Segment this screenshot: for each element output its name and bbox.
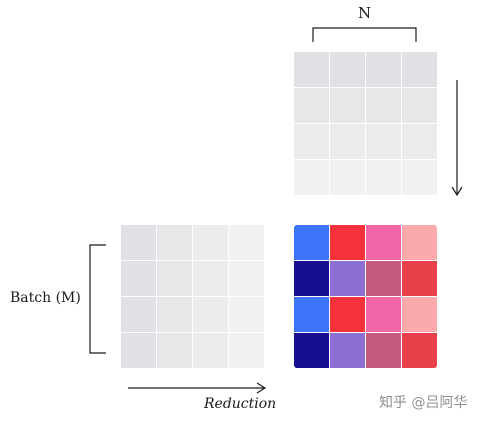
- top-matrix-cell-1-2: [366, 88, 401, 123]
- right-arrow-icon: [128, 382, 267, 394]
- result-matrix-cell-2-1: [330, 297, 365, 332]
- top-matrix-cell-2-1: [330, 124, 365, 159]
- top-matrix-cell-1-1: [330, 88, 365, 123]
- top-matrix-cell-3-2: [366, 160, 401, 195]
- result-matrix-cell-3-2: [366, 333, 401, 368]
- watermark-text: 知乎 @吕阿华: [379, 395, 468, 411]
- result-matrix-cell-1-3: [402, 261, 437, 296]
- result-matrix-cell-2-0: [294, 297, 329, 332]
- left-matrix-cell-2-0: [121, 297, 156, 332]
- left-matrix-cell-2-1: [157, 297, 192, 332]
- left-matrix-cell-1-0: [121, 261, 156, 296]
- result-matrix-cell-3-3: [402, 333, 437, 368]
- result-matrix: [294, 225, 437, 368]
- top-matrix-cell-2-0: [294, 124, 329, 159]
- result-matrix-cell-3-0: [294, 333, 329, 368]
- top-matrix-cell-0-1: [330, 52, 365, 87]
- top-matrix-cell-2-3: [402, 124, 437, 159]
- left-matrix-batch: [121, 225, 264, 368]
- reduction-label: Reduction: [204, 396, 277, 412]
- top-matrix-cell-0-0: [294, 52, 329, 87]
- top-matrix-cell-3-1: [330, 160, 365, 195]
- left-matrix-cell-3-0: [121, 333, 156, 368]
- left-matrix-cell-1-2: [193, 261, 228, 296]
- left-matrix-cell-2-2: [193, 297, 228, 332]
- top-matrix-cell-3-0: [294, 160, 329, 195]
- n-label: N: [358, 4, 372, 22]
- result-matrix-cell-0-0: [294, 225, 329, 260]
- top-matrix-cell-2-2: [366, 124, 401, 159]
- result-matrix-cell-2-2: [366, 297, 401, 332]
- top-matrix-cell-0-2: [366, 52, 401, 87]
- top-matrix-n: [294, 52, 437, 195]
- left-matrix-cell-3-3: [229, 333, 264, 368]
- left-matrix-cell-0-3: [229, 225, 264, 260]
- result-matrix-cell-0-2: [366, 225, 401, 260]
- result-matrix-cell-0-3: [402, 225, 437, 260]
- n-bracket: [312, 27, 417, 42]
- top-matrix-cell-0-3: [402, 52, 437, 87]
- left-matrix-cell-1-1: [157, 261, 192, 296]
- result-matrix-cell-1-0: [294, 261, 329, 296]
- left-matrix-cell-2-3: [229, 297, 264, 332]
- left-matrix-cell-3-1: [157, 333, 192, 368]
- down-arrow-icon: [451, 80, 463, 197]
- result-matrix-cell-0-1: [330, 225, 365, 260]
- batch-bracket: [89, 244, 106, 354]
- top-matrix-cell-1-0: [294, 88, 329, 123]
- result-matrix-cell-1-1: [330, 261, 365, 296]
- result-matrix-cell-3-1: [330, 333, 365, 368]
- left-matrix-cell-0-0: [121, 225, 156, 260]
- left-matrix-cell-0-2: [193, 225, 228, 260]
- top-matrix-cell-1-3: [402, 88, 437, 123]
- result-matrix-cell-1-2: [366, 261, 401, 296]
- result-matrix-cell-2-3: [402, 297, 437, 332]
- left-matrix-cell-3-2: [193, 333, 228, 368]
- top-matrix-cell-3-3: [402, 160, 437, 195]
- batch-label: Batch (M): [10, 290, 81, 306]
- left-matrix-cell-1-3: [229, 261, 264, 296]
- left-matrix-cell-0-1: [157, 225, 192, 260]
